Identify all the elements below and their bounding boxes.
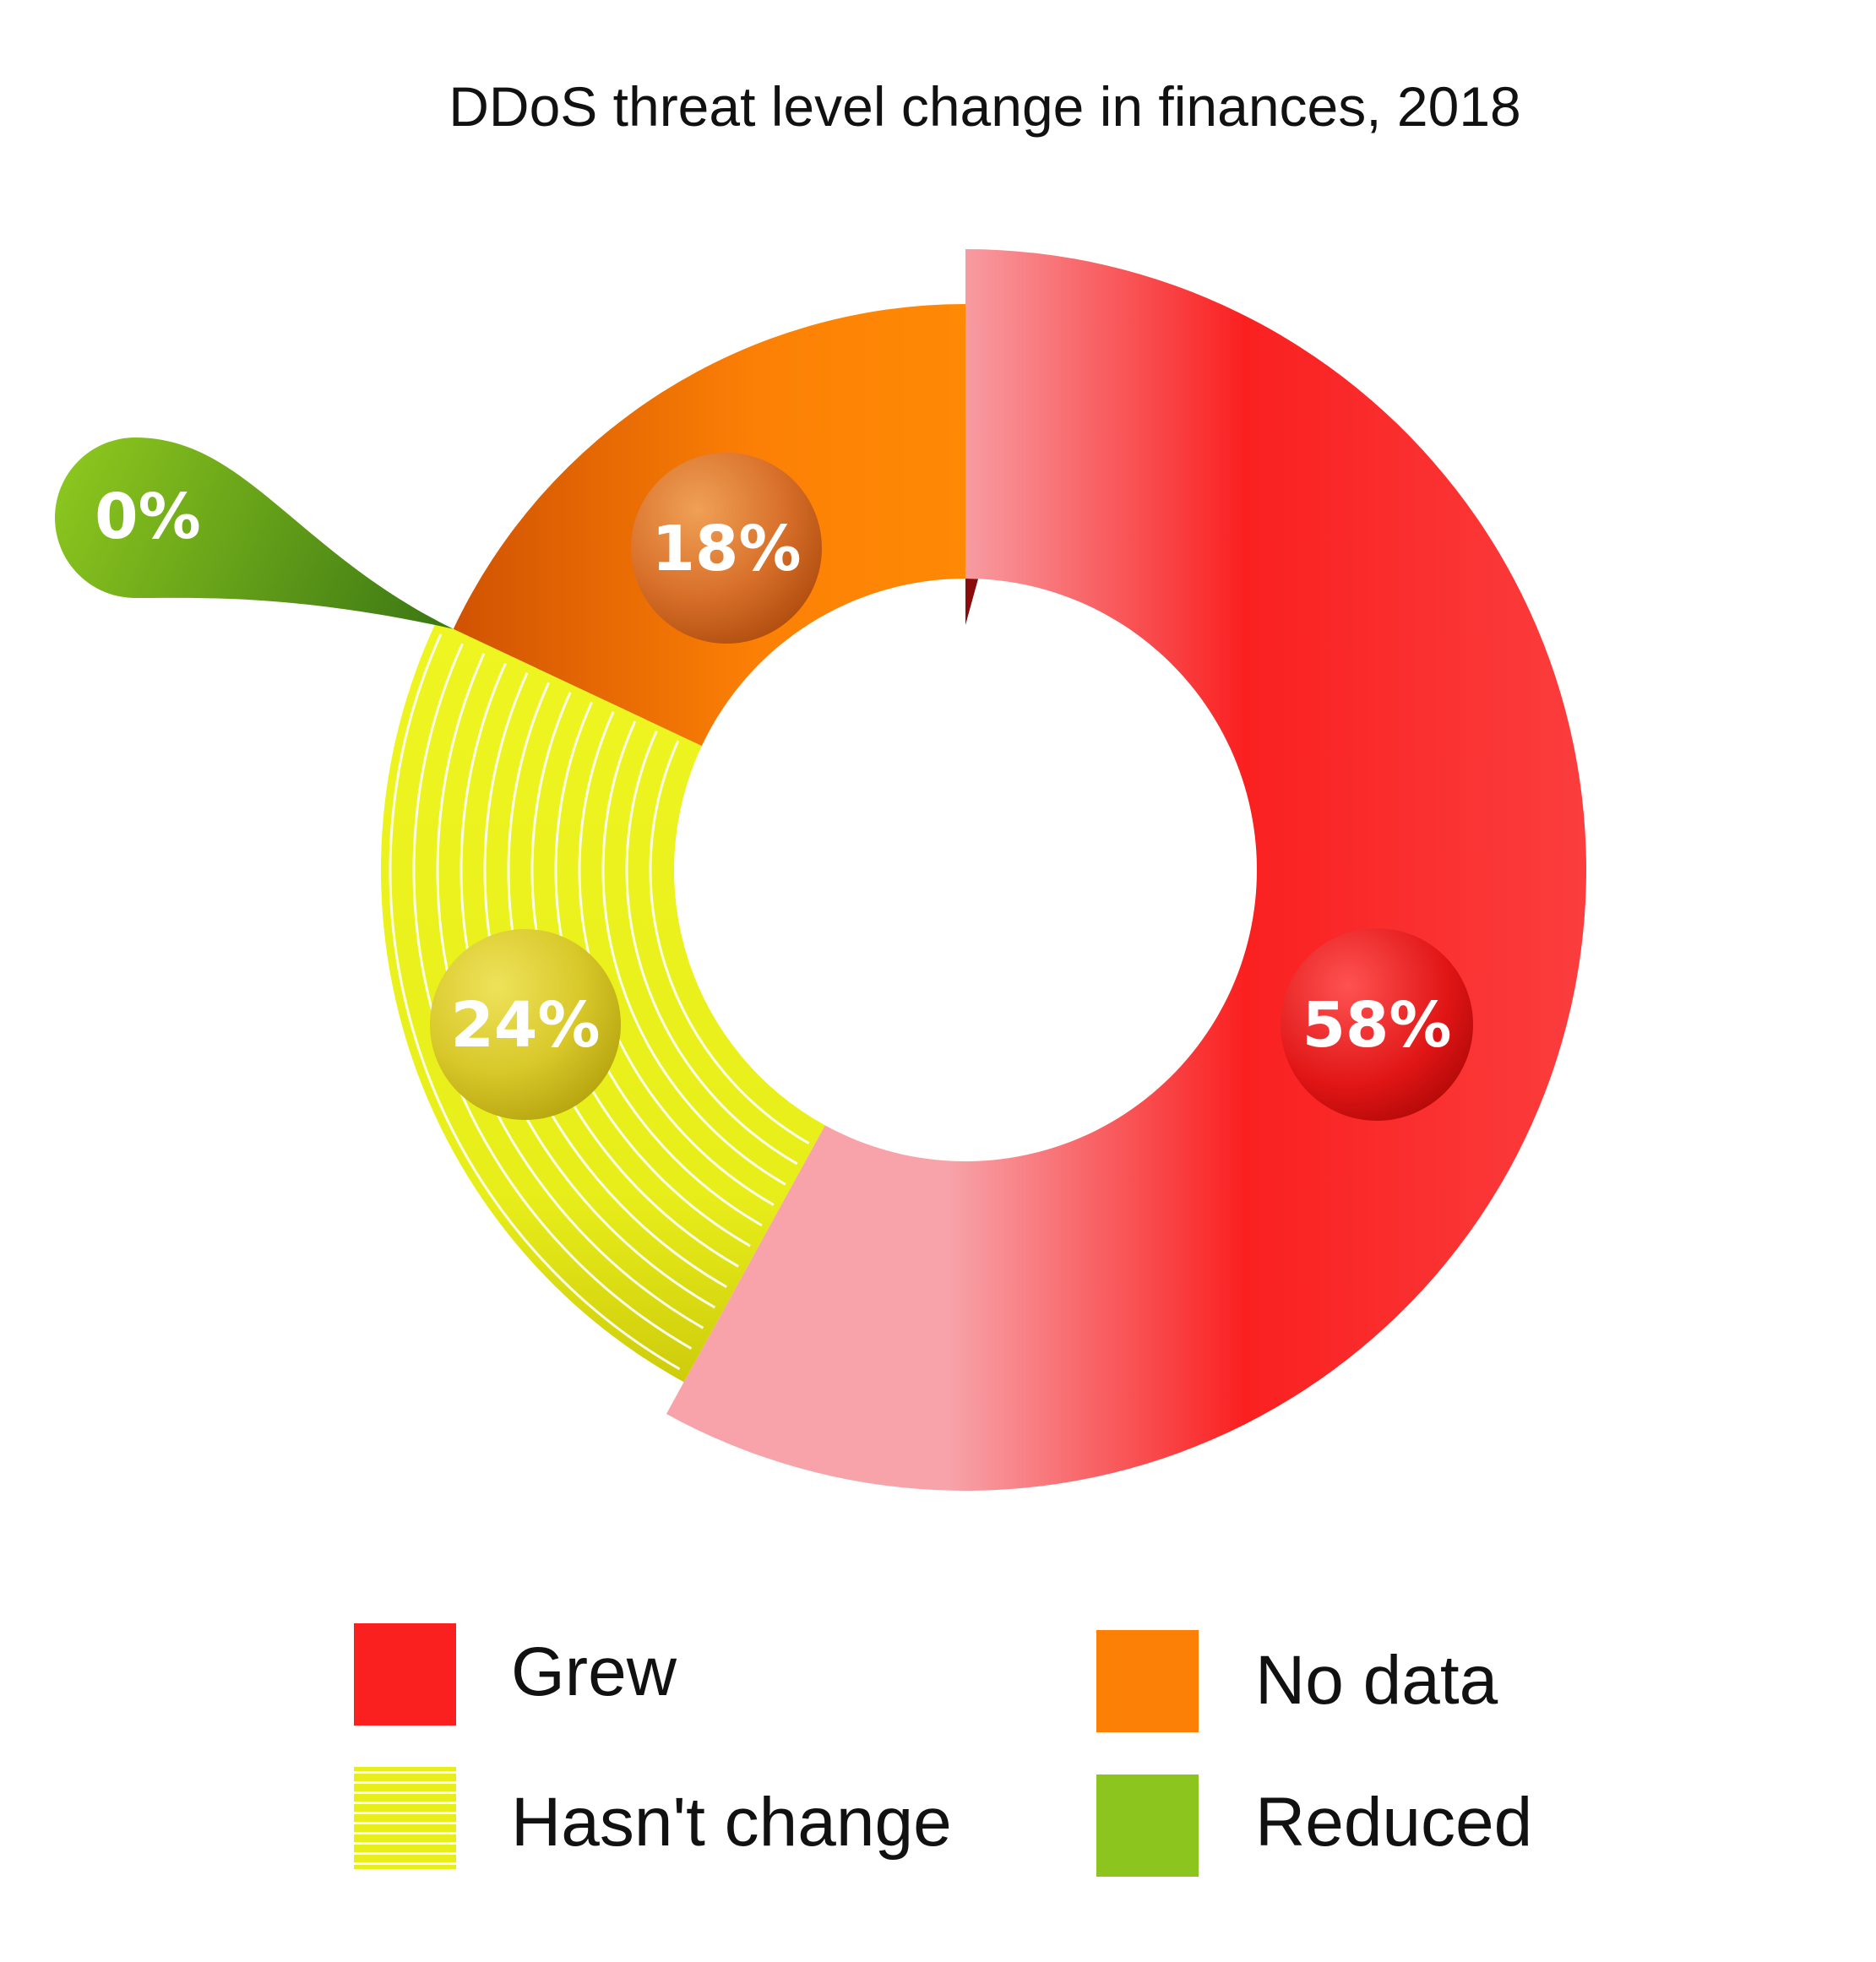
- stripe-line: [625, 731, 798, 1166]
- stripe-line: [649, 740, 810, 1144]
- slice-reduced-callout: [55, 438, 454, 629]
- value-bubble-grew: [1281, 928, 1473, 1121]
- value-bubble-no-data: [631, 453, 822, 644]
- legend-item-reduced: Reduced: [1096, 1774, 1532, 1877]
- legend-item-grew: Grew: [354, 1623, 677, 1726]
- stripe-line: [601, 720, 786, 1186]
- legend-swatch: [1096, 1774, 1199, 1877]
- legend-swatch: [354, 1767, 456, 1869]
- value-label-reduced: 0%: [95, 481, 201, 553]
- value-label-grew: 58%: [1302, 989, 1451, 1062]
- stripe-line: [389, 633, 681, 1371]
- slice-grew: [666, 249, 1586, 1491]
- slice-grew-fold: [965, 579, 979, 625]
- chart-title: DDoS threat level change in finances, 20…: [449, 75, 1520, 138]
- legend-swatch: [354, 1623, 456, 1726]
- value-labels-layer: 0% 58% 18% 24%: [95, 453, 1473, 1121]
- legend-item-no-data: No data: [1096, 1630, 1498, 1732]
- legend-label: Hasn't change: [511, 1784, 952, 1861]
- legend-swatch: [1096, 1630, 1199, 1732]
- legend-label: Reduced: [1255, 1784, 1532, 1861]
- slices-layer: [55, 249, 1586, 1491]
- legend: Grew No data Hasn't change Reduced: [354, 1623, 1532, 1877]
- value-bubble-hasnt-change: [430, 929, 621, 1120]
- value-label-no-data: 18%: [651, 513, 801, 585]
- legend-label: Grew: [511, 1633, 677, 1710]
- legend-item-hasnt-change: Hasn't change: [354, 1767, 952, 1869]
- legend-label: No data: [1255, 1642, 1498, 1719]
- value-label-hasnt-change: 24%: [450, 989, 600, 1062]
